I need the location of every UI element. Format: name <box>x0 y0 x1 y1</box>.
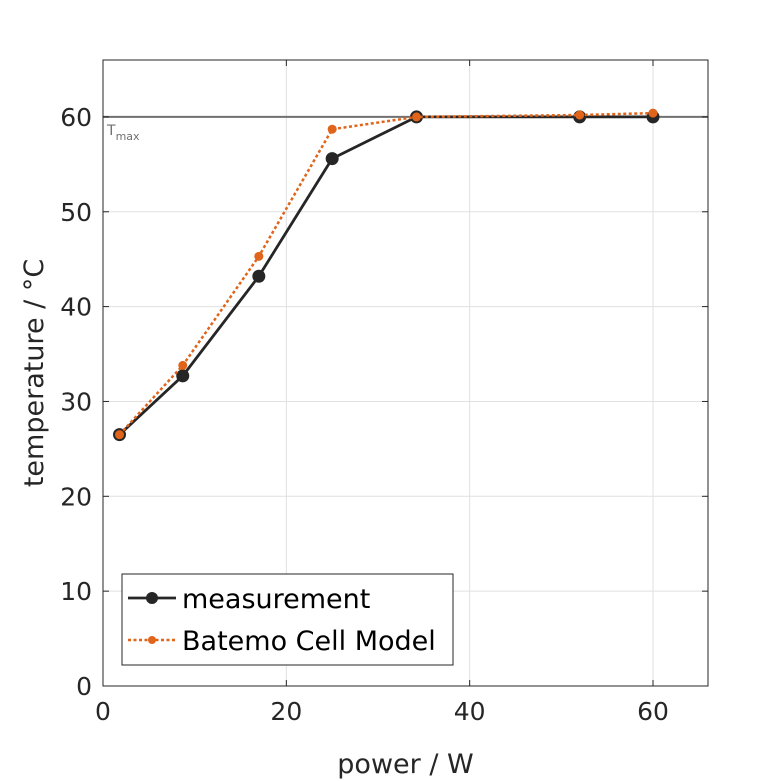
tmax-label: Tmax <box>106 123 140 143</box>
y-tick-label: 20 <box>60 482 92 511</box>
data-point-measurement <box>252 269 266 283</box>
y-tick-label: 50 <box>60 198 92 227</box>
y-tick-label: 40 <box>60 293 92 322</box>
data-point-batemo <box>178 360 188 370</box>
y-axis-title: temperature / °C <box>19 259 50 487</box>
x-axis-title: power / W <box>337 749 473 780</box>
legend-box <box>121 573 454 666</box>
data-point-measurement <box>325 152 339 166</box>
legend-label-measurement: measurement <box>182 584 370 615</box>
x-tick-label: 0 <box>95 697 111 726</box>
data-point-batemo <box>327 124 337 134</box>
tmax-label-subscript: max <box>116 130 140 143</box>
legend-marker-batemo <box>148 636 156 644</box>
y-tick-label: 60 <box>60 103 92 132</box>
data-point-measurement <box>176 369 190 383</box>
x-tick-label: 60 <box>637 697 669 726</box>
data-point-batemo <box>648 108 658 118</box>
series-group <box>113 108 660 442</box>
y-tick-label: 0 <box>76 672 92 701</box>
data-point-batemo <box>412 112 421 122</box>
plot-frame <box>102 59 709 687</box>
legend-marker-measurement <box>146 592 158 604</box>
y-tick-label: 10 <box>60 577 92 606</box>
y-tick-label: 30 <box>60 387 92 416</box>
x-tick-label: 40 <box>454 697 486 726</box>
data-point-batemo <box>254 251 264 261</box>
tmax-label-main: T <box>106 123 116 139</box>
axis-ticks: 0 20 40 60 0 10 20 30 40 50 60 <box>60 60 708 726</box>
data-point-batemo <box>575 110 585 120</box>
series-line-measurement <box>118 115 653 436</box>
x-tick-label: 20 <box>270 697 302 726</box>
data-point-batemo <box>115 430 124 440</box>
legend: measurement Batemo Cell Model <box>121 573 454 666</box>
legend-label-batemo: Batemo Cell Model <box>182 626 436 657</box>
series-line-batemo <box>118 111 654 436</box>
